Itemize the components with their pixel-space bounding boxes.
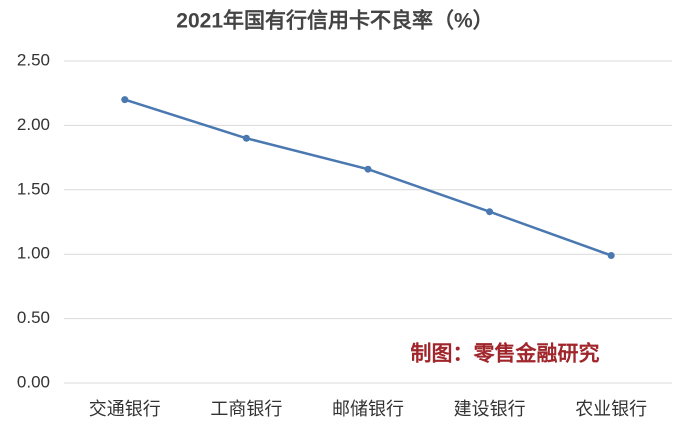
chart-title: 2021年国有行信用卡不良率（%） (176, 9, 493, 33)
annotation: 制图：零售金融研究 (411, 342, 600, 366)
y-tick-label: 2.00 (17, 115, 50, 134)
point (121, 96, 129, 104)
y-tick-label: 1.00 (17, 244, 50, 263)
y-tick-label: 0.50 (17, 308, 50, 327)
line (124, 98, 612, 257)
y-tick-label: 0.00 (17, 372, 50, 391)
x-tick-label: 农业银行 (575, 399, 647, 419)
point (364, 165, 372, 173)
x-tick-label: 工商银行 (210, 399, 282, 419)
point (607, 251, 615, 259)
x-tick-label: 交通银行 (89, 399, 161, 419)
y-tick-label: 2.50 (17, 50, 50, 69)
point (486, 208, 494, 216)
point (242, 134, 250, 142)
x-tick-label: 邮储银行 (332, 399, 404, 419)
x-tick-label: 建设银行 (454, 399, 526, 419)
y-tick-label: 1.50 (17, 179, 50, 198)
